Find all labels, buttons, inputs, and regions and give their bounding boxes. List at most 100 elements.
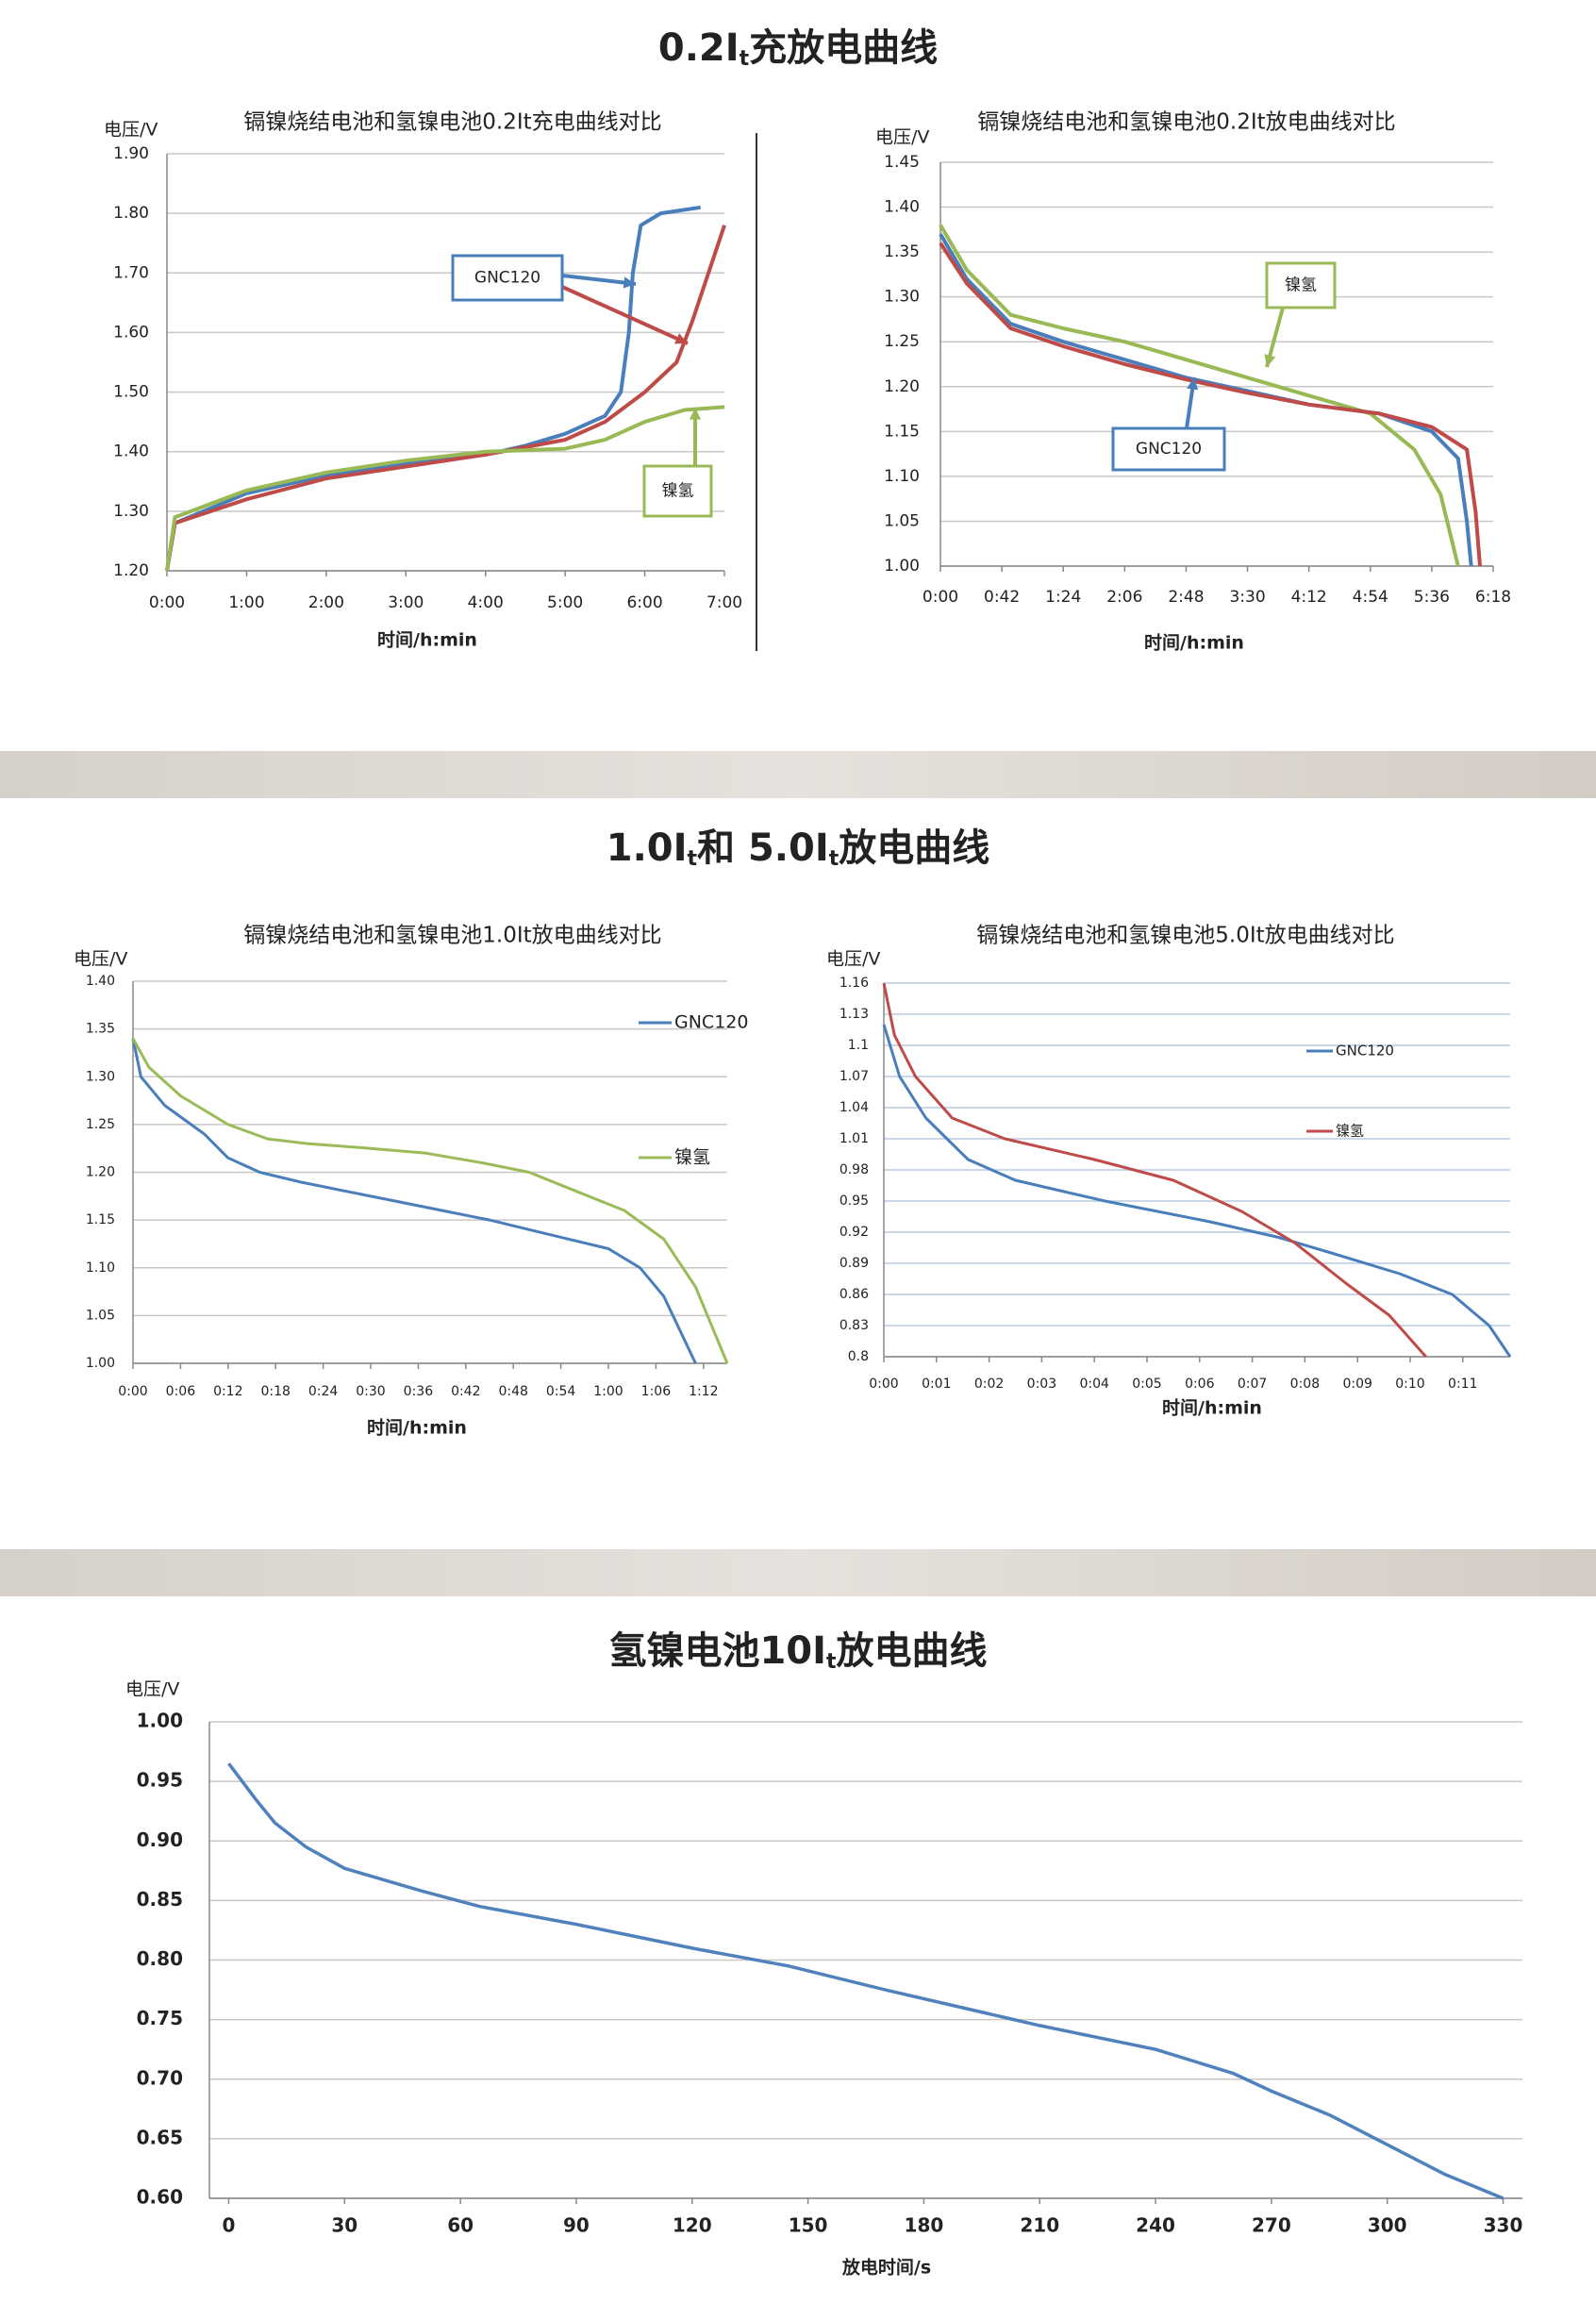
y-tick-label: 1.30 bbox=[86, 1069, 115, 1084]
chart-title: 镉镍烧结电池和氢镍电池5.0It放电曲线对比 bbox=[976, 924, 1394, 948]
x-tick-label: 4:12 bbox=[1291, 588, 1327, 607]
x-tick-label: 1:06 bbox=[641, 1384, 672, 1399]
y-tick-label: 1.20 bbox=[884, 377, 920, 396]
divider-band bbox=[0, 751, 1596, 798]
legend-label: 镍氢 bbox=[1336, 1123, 1364, 1140]
y-tick-label: 1.30 bbox=[113, 502, 149, 521]
annotation-box bbox=[1111, 426, 1226, 472]
x-tick-label: 0:06 bbox=[1185, 1377, 1215, 1392]
y-tick-label: 1.80 bbox=[113, 204, 149, 223]
x-tick-label: 1:12 bbox=[689, 1384, 718, 1399]
heading-text: 放电曲线 bbox=[837, 1629, 988, 1673]
annotation-label: 镍氢 bbox=[662, 482, 694, 501]
x-axis-label: 时间/h:min bbox=[377, 630, 477, 651]
y-tick-label: 1.40 bbox=[113, 442, 149, 461]
x-tick-label: 0 bbox=[223, 2214, 236, 2237]
x-tick-label: 0:42 bbox=[451, 1384, 480, 1399]
annotation-arrowhead bbox=[623, 276, 636, 289]
x-tick-label: 0:42 bbox=[984, 588, 1020, 607]
y-tick-label: 1.45 bbox=[884, 153, 920, 172]
legend-label: GNC120 bbox=[674, 1012, 748, 1033]
y-tick-label: 0.85 bbox=[137, 1888, 183, 1911]
y-axis-label: 电压/V bbox=[125, 1679, 179, 1700]
annotation-arrow bbox=[561, 274, 637, 286]
x-tick-label: 2:06 bbox=[1106, 588, 1142, 607]
y-axis-label: 电压/V bbox=[104, 120, 158, 141]
data-line bbox=[131, 1037, 729, 1364]
x-tick-label: 330 bbox=[1484, 2214, 1523, 2237]
y-tick-label: 1.15 bbox=[884, 422, 920, 441]
annotation-arrowhead bbox=[1187, 377, 1199, 391]
x-tick-label: 0:00 bbox=[869, 1377, 898, 1392]
chart-title: 镉镍烧结电池和氢镍电池1.0It放电曲线对比 bbox=[243, 924, 661, 948]
y-axis-label: 电压/V bbox=[74, 949, 127, 970]
y-tick-label: 1.20 bbox=[113, 561, 149, 580]
y-tick-label: 1.40 bbox=[884, 198, 920, 217]
chart-title: 镉镍烧结电池和氢镍电池0.2It充电曲线对比 bbox=[243, 110, 661, 135]
y-tick-label: 1.01 bbox=[840, 1131, 869, 1146]
heading-text: 0.2I bbox=[658, 26, 740, 70]
y-axis-label: 电压/V bbox=[826, 949, 880, 970]
x-axis-label: 时间/h:min bbox=[1162, 1398, 1262, 1419]
x-tick-label: 0:48 bbox=[498, 1384, 527, 1399]
x-tick-label: 0:12 bbox=[213, 1384, 242, 1399]
y-tick-label: 0.95 bbox=[840, 1193, 869, 1209]
y-tick-label: 1.15 bbox=[86, 1212, 115, 1227]
x-tick-label: 0:07 bbox=[1238, 1377, 1267, 1392]
x-tick-label: 90 bbox=[563, 2214, 590, 2237]
y-tick-label: 1.35 bbox=[86, 1022, 115, 1037]
data-line bbox=[939, 233, 1473, 567]
chart-title: 镉镍烧结电池和氢镍电池0.2It放电曲线对比 bbox=[977, 110, 1395, 135]
data-line bbox=[939, 224, 1460, 567]
y-tick-label: 1.13 bbox=[840, 1007, 869, 1022]
y-tick-label: 0.70 bbox=[137, 2066, 183, 2089]
y-tick-label: 1.16 bbox=[840, 976, 869, 991]
y-tick-label: 0.8 bbox=[848, 1349, 869, 1364]
x-tick-label: 0:06 bbox=[166, 1384, 196, 1399]
x-tick-label: 4:00 bbox=[468, 593, 504, 612]
y-tick-label: 0.92 bbox=[840, 1225, 869, 1240]
y-axis-label: 电压/V bbox=[875, 127, 929, 148]
y-tick-label: 0.75 bbox=[137, 2007, 183, 2029]
y-tick-label: 1.25 bbox=[884, 332, 920, 351]
y-tick-label: 0.90 bbox=[137, 1828, 183, 1851]
x-tick-label: 3:30 bbox=[1229, 588, 1265, 607]
heading-text: 充放电曲线 bbox=[749, 26, 938, 70]
annotation-arrowhead bbox=[674, 333, 688, 344]
x-tick-label: 0:05 bbox=[1132, 1377, 1161, 1392]
y-tick-label: 1.60 bbox=[113, 323, 149, 342]
y-tick-label: 0.86 bbox=[840, 1287, 869, 1302]
section-heading: 1.0It和 5.0It放电曲线 bbox=[607, 826, 989, 871]
x-tick-label: 1:24 bbox=[1045, 588, 1081, 607]
x-tick-label: 1:00 bbox=[593, 1384, 623, 1399]
legend-label: 镍氢 bbox=[674, 1147, 710, 1168]
x-tick-label: 7:00 bbox=[707, 593, 742, 612]
x-tick-label: 0:01 bbox=[922, 1377, 951, 1392]
heading-text: 氢镍电池10I bbox=[608, 1629, 826, 1673]
x-tick-label: 30 bbox=[331, 2214, 357, 2237]
x-tick-label: 150 bbox=[789, 2214, 828, 2237]
heading-subscript: t bbox=[688, 847, 698, 871]
annotation-label: 镍氢 bbox=[1285, 276, 1317, 295]
x-tick-label: 0:09 bbox=[1342, 1377, 1372, 1392]
x-tick-label: 210 bbox=[1020, 2214, 1059, 2237]
heading-subscript: t bbox=[740, 47, 750, 71]
y-tick-label: 1.04 bbox=[840, 1100, 869, 1115]
y-tick-label: 1.70 bbox=[113, 263, 149, 282]
y-tick-label: 1.00 bbox=[137, 1710, 183, 1732]
y-tick-label: 0.98 bbox=[840, 1162, 869, 1177]
divider-band bbox=[0, 1549, 1596, 1596]
y-tick-label: 1.90 bbox=[113, 144, 149, 163]
x-tick-label: 0:18 bbox=[260, 1384, 290, 1399]
x-tick-label: 5:36 bbox=[1414, 588, 1450, 607]
x-tick-label: 0:54 bbox=[546, 1384, 576, 1399]
y-tick-label: 1.10 bbox=[86, 1260, 115, 1276]
section-heading: 0.2It充放电曲线 bbox=[658, 26, 938, 71]
x-axis-label: 时间/h:min bbox=[367, 1418, 467, 1439]
annotation-box bbox=[642, 464, 713, 518]
x-axis-label: 时间/h:min bbox=[1144, 633, 1244, 654]
y-tick-label: 1.05 bbox=[884, 511, 920, 530]
y-tick-label: 1.30 bbox=[884, 288, 920, 307]
y-tick-label: 1.05 bbox=[86, 1308, 115, 1323]
x-tick-label: 0:24 bbox=[308, 1384, 339, 1399]
